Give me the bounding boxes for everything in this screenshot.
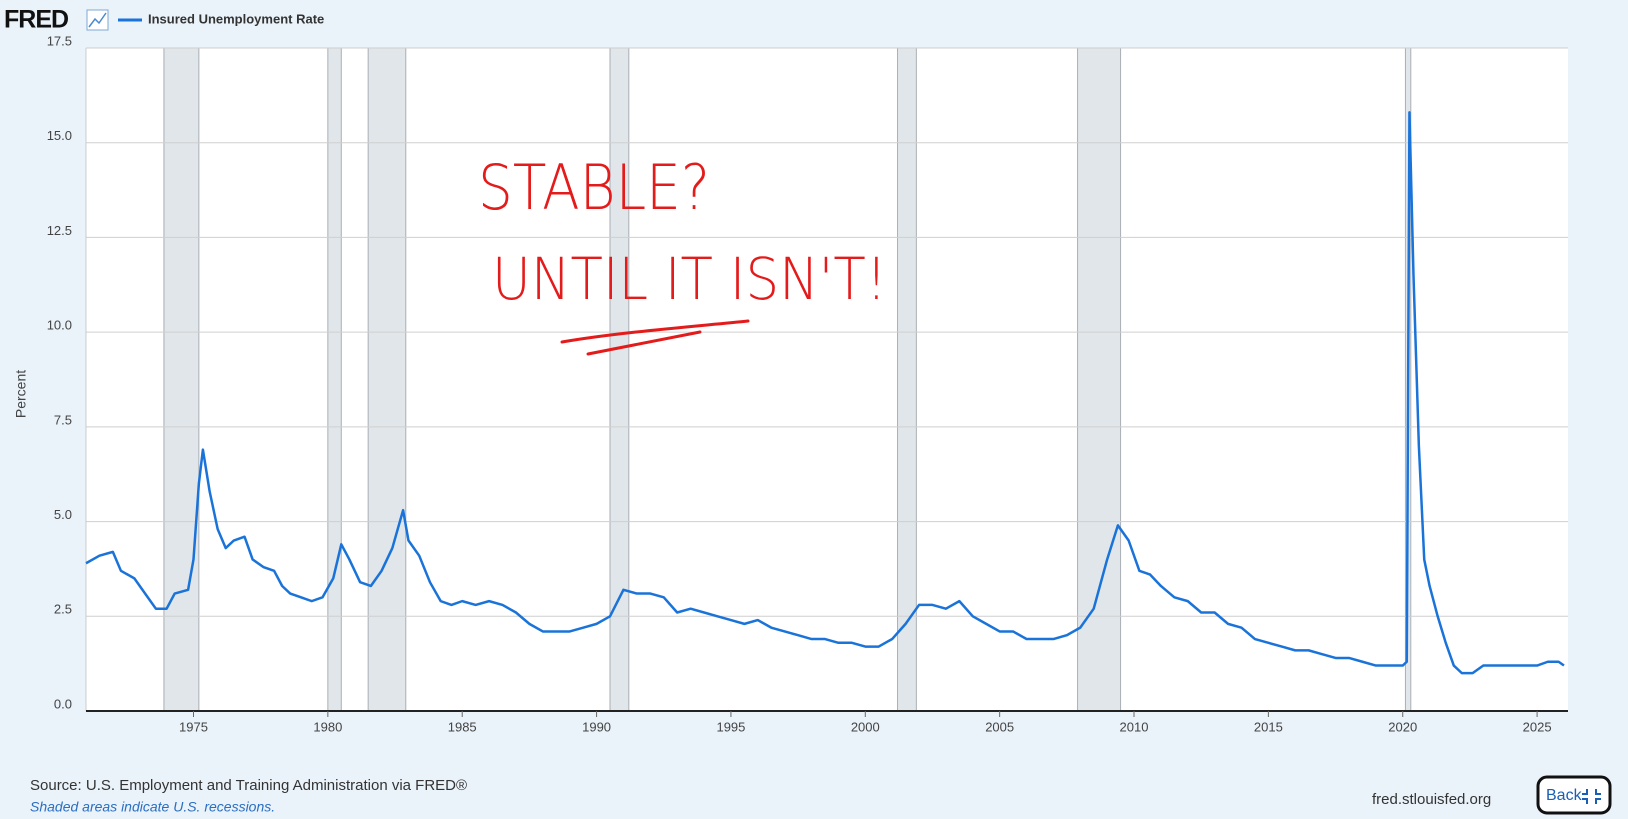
recession-band (367, 47, 407, 712)
y-tick-label: 17.5 (47, 33, 72, 48)
y-tick-label: 2.5 (54, 602, 72, 617)
logo: FRED (4, 6, 68, 34)
back-button[interactable] (1536, 775, 1612, 815)
x-tick-label: 2020 (1388, 719, 1417, 734)
back-icon (1582, 789, 1601, 804)
x-tick-label: 1975 (179, 719, 208, 734)
plot-area (86, 48, 1568, 711)
series-line (85, 111, 1565, 675)
logo-icon (86, 9, 109, 31)
x-tick-label: 1990 (582, 719, 611, 734)
legend-label: Insured Unemployment Rate (148, 11, 324, 26)
x-tick-label: 2015 (1254, 719, 1283, 734)
x-tick-label: 2010 (1120, 719, 1149, 734)
back-button-label[interactable]: Back (1546, 787, 1583, 804)
recession-note: Shaded areas indicate U.S. recessions. (30, 799, 275, 815)
y-tick-label: 0.0 (54, 696, 72, 711)
annotation: STABLE? (478, 151, 710, 224)
y-axis-label: Percent (13, 370, 29, 418)
y-tick-label: 5.0 (54, 507, 72, 522)
underline (586, 330, 702, 356)
recession-band (163, 47, 200, 712)
x-tick-label: 1995 (716, 719, 745, 734)
y-tick-label: 7.5 (54, 412, 72, 427)
y-tick-label: 15.0 (47, 128, 72, 143)
x-tick-label: 2005 (985, 719, 1014, 734)
x-tick-label: 1985 (448, 719, 477, 734)
recession-band (327, 47, 342, 712)
logo-icon-line (88, 12, 107, 28)
x-tick-label: 2000 (851, 719, 880, 734)
x-tick-label: 1980 (313, 719, 342, 734)
x-tick-label: 2025 (1523, 719, 1552, 734)
y-tick-label: 12.5 (47, 223, 72, 238)
handwriting: STABLE? UNTIL IT ISN'T! (478, 151, 887, 356)
annotation: UNTIL IT ISN'T! (492, 245, 887, 313)
plot: 0.0 2.5 5.0 7.5 10.0 12.5 15.0 17.5 1975 1980 1985… (47, 33, 1568, 734)
underline (560, 319, 750, 344)
recession-band (1077, 47, 1122, 712)
site-url: fred.stlouisfed.org (1372, 791, 1491, 808)
y-tick-label: 10.0 (47, 318, 72, 333)
source: Source: U.S. Employment and Training Adm… (30, 777, 467, 794)
